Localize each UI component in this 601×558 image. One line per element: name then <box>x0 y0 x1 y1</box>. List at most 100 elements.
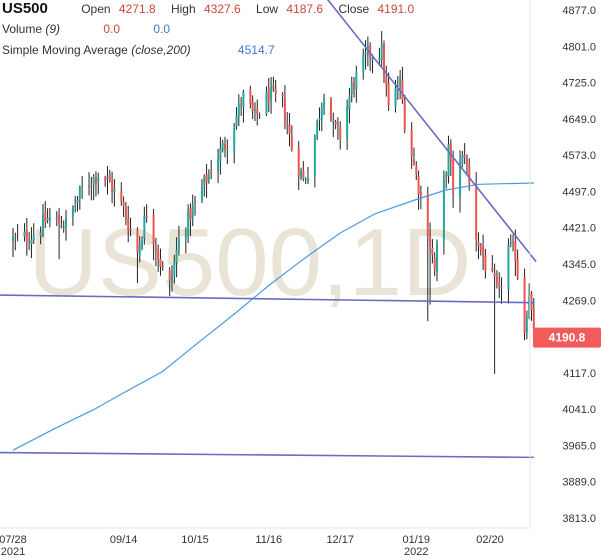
candle[interactable] <box>58 208 61 260</box>
candle[interactable] <box>387 72 390 112</box>
candle[interactable] <box>290 125 293 152</box>
candle[interactable] <box>316 119 319 141</box>
candle[interactable] <box>187 204 190 244</box>
trendline[interactable] <box>0 451 534 459</box>
candle[interactable] <box>122 196 125 217</box>
candle[interactable] <box>297 140 300 190</box>
candle[interactable] <box>442 170 445 255</box>
candle[interactable] <box>371 54 374 74</box>
candle[interactable] <box>152 208 155 261</box>
candle[interactable] <box>500 277 503 304</box>
candle[interactable] <box>383 40 385 84</box>
candle[interactable] <box>237 94 240 127</box>
candle[interactable] <box>44 201 47 229</box>
candle[interactable] <box>302 161 305 182</box>
candle[interactable] <box>479 243 482 256</box>
candle[interactable] <box>16 223 19 242</box>
candle[interactable] <box>265 86 268 117</box>
candle[interactable] <box>161 260 164 271</box>
sma-line[interactable] <box>12 182 534 451</box>
candle[interactable] <box>288 113 291 147</box>
candle[interactable] <box>507 238 510 304</box>
candle[interactable] <box>281 92 284 108</box>
candle[interactable] <box>350 76 353 103</box>
candle[interactable] <box>30 227 33 259</box>
candle[interactable] <box>477 232 480 260</box>
candle[interactable] <box>415 161 418 181</box>
candle[interactable] <box>378 47 381 66</box>
candle[interactable] <box>189 203 192 236</box>
candle[interactable] <box>336 117 339 140</box>
candle[interactable] <box>71 205 74 226</box>
candle[interactable] <box>205 164 208 198</box>
candle[interactable] <box>447 135 450 184</box>
candle[interactable] <box>449 139 452 177</box>
trendline[interactable] <box>0 294 534 304</box>
candle[interactable] <box>429 222 432 305</box>
candle[interactable] <box>270 76 273 114</box>
candle[interactable] <box>484 248 487 279</box>
candle[interactable] <box>235 107 238 130</box>
candle[interactable] <box>380 31 383 67</box>
candle[interactable] <box>106 166 109 195</box>
candle[interactable] <box>97 172 100 195</box>
candle[interactable] <box>184 227 187 254</box>
candle[interactable] <box>210 159 213 180</box>
candle[interactable] <box>463 143 466 165</box>
candle[interactable] <box>514 229 517 276</box>
candle[interactable] <box>401 66 404 104</box>
candle[interactable] <box>528 283 531 320</box>
candle[interactable] <box>346 99 349 150</box>
candle[interactable] <box>258 112 261 119</box>
candle[interactable] <box>403 94 406 134</box>
candle[interactable] <box>55 211 58 227</box>
candle[interactable] <box>320 102 323 132</box>
candle[interactable] <box>253 102 256 122</box>
candle[interactable] <box>251 95 254 120</box>
candle[interactable] <box>65 209 67 241</box>
candle[interactable] <box>426 186 429 322</box>
candle[interactable] <box>124 202 127 226</box>
candle[interactable] <box>256 99 259 126</box>
candle[interactable] <box>355 65 358 103</box>
candle[interactable] <box>217 148 220 184</box>
candle[interactable] <box>108 169 111 183</box>
candle[interactable] <box>318 107 321 131</box>
candle[interactable] <box>173 254 176 284</box>
candle[interactable] <box>48 207 51 228</box>
candle[interactable] <box>60 215 63 229</box>
candle[interactable] <box>412 147 415 166</box>
candle[interactable] <box>177 225 180 256</box>
candle[interactable] <box>32 223 35 244</box>
candle[interactable] <box>74 195 77 213</box>
candle[interactable] <box>369 42 372 71</box>
candle[interactable] <box>495 270 498 289</box>
candle[interactable] <box>221 139 224 153</box>
candle[interactable] <box>364 40 367 70</box>
candle[interactable] <box>104 175 107 187</box>
candle[interactable] <box>465 154 468 175</box>
candle[interactable] <box>306 166 309 185</box>
candle[interactable] <box>433 252 436 277</box>
candle[interactable] <box>62 220 65 233</box>
candle[interactable] <box>200 178 203 204</box>
candle[interactable] <box>436 239 438 282</box>
candle[interactable] <box>226 139 229 165</box>
candle[interactable] <box>300 167 303 181</box>
candle[interactable] <box>23 223 26 242</box>
candle[interactable] <box>28 232 31 251</box>
candle[interactable] <box>78 185 81 210</box>
candle[interactable] <box>274 79 277 103</box>
candle[interactable] <box>41 203 44 238</box>
candle[interactable] <box>334 119 337 130</box>
candle[interactable] <box>516 249 519 280</box>
candle[interactable] <box>498 272 501 298</box>
candle[interactable] <box>461 150 464 168</box>
candle[interactable] <box>459 150 462 213</box>
symbol-name[interactable]: US500 <box>2 0 48 17</box>
candle[interactable] <box>224 136 226 158</box>
candle[interactable] <box>171 265 173 292</box>
candle[interactable] <box>240 97 243 116</box>
candle[interactable] <box>452 150 455 208</box>
